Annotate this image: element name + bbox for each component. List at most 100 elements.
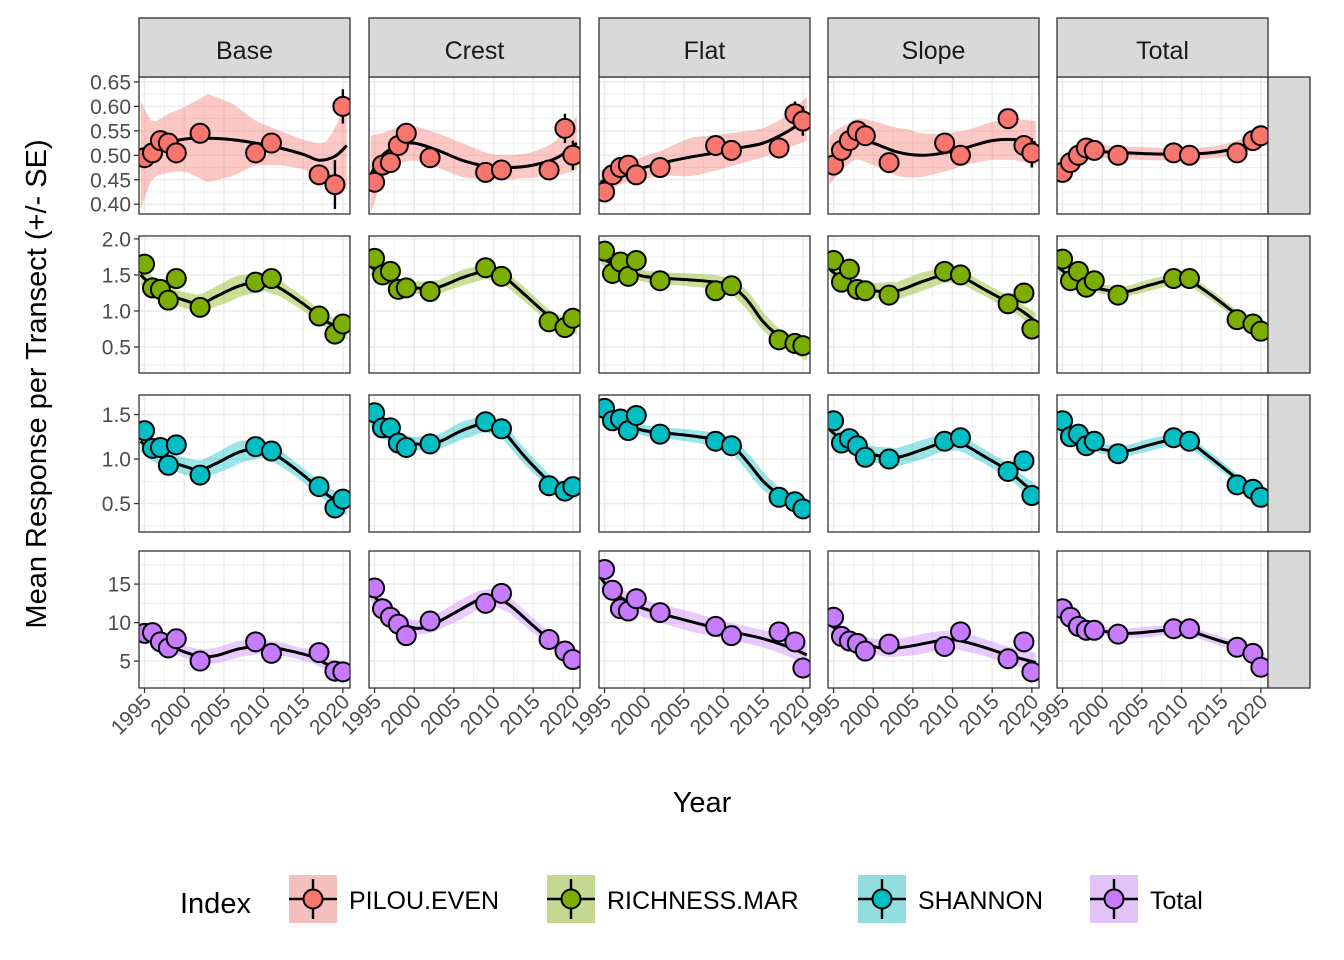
panels-layer [138,76,1269,689]
panel-content [828,606,1039,683]
legend-item-label: Total [1150,887,1203,915]
data-point [419,147,441,169]
data-point [1021,485,1039,507]
data-point [878,633,900,655]
y-axis-pilou-even: 0.400.450.500.550.600.65 [90,71,139,217]
row-strip-box [1267,550,1311,689]
data-point [934,132,956,154]
panel-pilou-even-total [1056,76,1269,215]
panel-border [138,550,351,689]
y-axis-richness-mar: 0.5 1.0 1.5 2.0 [102,228,139,360]
y-tick-label: 1.0 [102,449,131,472]
panel-richness-mar-crest [368,235,581,374]
data-point [720,139,742,161]
data-point [1083,619,1105,641]
data-point [1107,284,1129,306]
panel-grid [828,236,1039,373]
panel-content [599,240,810,361]
data-point [395,625,417,647]
panel-grid [1057,236,1268,373]
data-point [949,621,971,643]
row-strip-richness-mar: CHNESS.M [1267,235,1311,374]
data-point [395,277,417,299]
panel-content [139,420,350,519]
data-point [332,95,350,117]
panel-total-flat [598,550,811,689]
confidence-band [140,430,347,516]
data-point [419,610,441,632]
data-point [379,260,401,282]
legend-item-label: RICHNESS.MAR [607,887,799,915]
data-point [395,436,417,458]
data-point [1083,139,1105,161]
data-point [475,592,497,614]
data-point [1226,142,1248,164]
data-point [1250,125,1268,147]
data-point [934,635,956,657]
panel-content [369,402,580,502]
column-strip-base: Base [138,17,351,78]
y-tick-label: 2.0 [102,228,131,251]
data-point [490,159,512,181]
data-point [419,281,441,303]
data-point [1013,631,1035,653]
data-point [1250,656,1268,678]
y-tick-label: 0.5 [102,337,131,360]
panel-richness-mar-flat [598,235,811,374]
panel-border [138,235,351,374]
data-point [599,240,616,262]
panel-grid [139,236,350,373]
y-axis-shannon: 0.5 1.0 1.5 [102,404,139,516]
panel-border [598,550,811,689]
data-point [379,152,401,174]
y-tick-label: 0.55 [90,120,131,143]
data-point [1013,450,1035,472]
panel-content [369,577,580,671]
data-point [599,558,616,580]
data-point [562,144,580,166]
panel-content [1057,598,1268,678]
data-point [997,648,1019,670]
panel-background [369,395,580,532]
column-strip-slope: Slope [827,17,1040,78]
data-point [649,157,671,179]
data-point [949,144,971,166]
row-strip-box [1267,76,1311,215]
data-point [625,588,647,610]
panel-content [828,410,1039,507]
data-point [878,152,900,174]
legend-item-label: SHANNON [918,887,1043,915]
y-tick-label: 5 [119,651,131,674]
data-point [490,418,512,440]
data-point [308,164,330,186]
panel-content [139,253,350,345]
data-point [949,427,971,449]
column-strip-label: Flat [684,37,726,65]
data-point [1107,144,1129,166]
data-point [490,265,512,287]
y-tick-label: 1.5 [102,264,131,287]
confidence-band [600,567,807,666]
data-point [475,257,497,279]
y-axis-total: 5 10 15 [108,574,139,674]
data-point [260,440,282,462]
panel-richness-mar-base [138,235,351,374]
data-point [419,433,441,455]
data-point [792,498,810,520]
data-point [878,448,900,470]
data-point [189,296,211,318]
data-point [828,410,845,432]
data-point [649,270,671,292]
panel-richness-mar-total [1056,235,1269,374]
data-point [1178,618,1200,640]
panel-shannon-crest [368,394,581,533]
data-point [601,579,623,601]
data-point [308,642,330,664]
column-strip-label: Crest [445,37,505,65]
y-tick-label: 10 [108,612,131,635]
panel-content [1057,125,1268,183]
row-strip-shannon: SHANNON [1267,394,1311,533]
panel-border [827,550,1040,689]
data-point [1083,430,1105,452]
